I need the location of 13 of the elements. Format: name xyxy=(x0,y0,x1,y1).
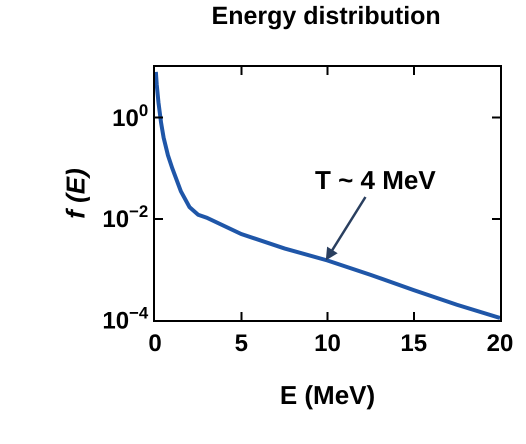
x-tick-label: 10 xyxy=(314,330,341,357)
chart-title: Energy distribution xyxy=(212,2,441,30)
y-axis-title: f (E) xyxy=(60,168,90,219)
x-tick-label: 0 xyxy=(148,330,162,357)
annotation: T ~ 4 MeV xyxy=(315,165,436,195)
y-tick-label: 10$^{0}$ xyxy=(112,100,148,132)
line-series xyxy=(155,70,500,320)
x-axis-title: E (MeV) xyxy=(280,380,376,410)
x-tick-label: 20 xyxy=(486,330,514,357)
y-tick-label: 10$^{−4}$ xyxy=(102,303,149,334)
x-tick-label: 5 xyxy=(234,330,248,357)
y-tick-label: 10$^{−2}$ xyxy=(102,202,148,234)
x-tick-label: 15 xyxy=(400,330,428,357)
